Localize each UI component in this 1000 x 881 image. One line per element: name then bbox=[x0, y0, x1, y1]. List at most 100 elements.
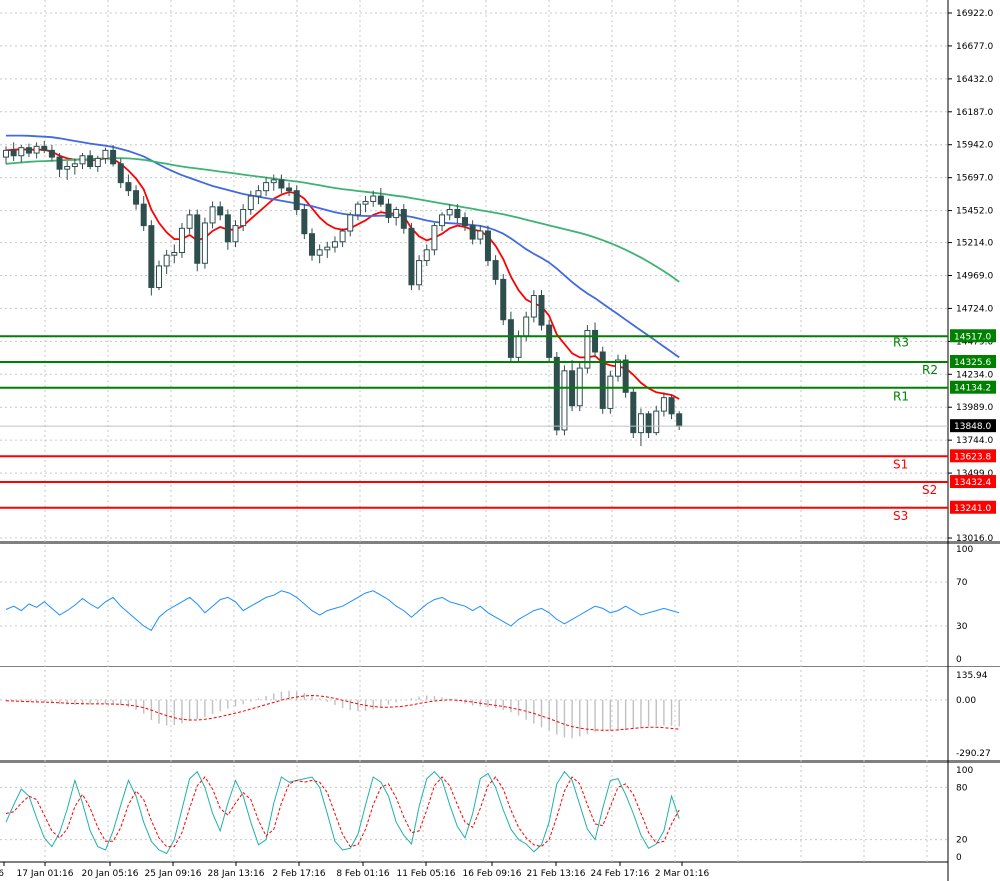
stochastic-tick-label: 100 bbox=[956, 766, 973, 776]
current-price-label: 13848.0 bbox=[954, 422, 991, 432]
candle bbox=[439, 214, 446, 227]
time-tick-label: 17 Jan 01:16 bbox=[17, 869, 74, 879]
price-tick-label: 14969.0 bbox=[956, 272, 993, 282]
candle bbox=[370, 195, 377, 202]
candle bbox=[660, 397, 667, 412]
time-tick-label: 16 bbox=[0, 869, 4, 879]
axis-layer: 16922.0 16677.0 16432.0 16187.0 15942.0 15697… bbox=[0, 9, 996, 879]
time-tick-label: 16 Feb 09:16 bbox=[462, 869, 521, 879]
pivot-level-value: 13432.4 bbox=[954, 478, 991, 488]
candle bbox=[293, 190, 300, 211]
price-tick-label: 15942.0 bbox=[956, 141, 993, 151]
stochastic-panel bbox=[5, 770, 680, 855]
candle bbox=[599, 351, 606, 409]
candle bbox=[653, 410, 660, 434]
candle bbox=[18, 147, 25, 157]
candle bbox=[546, 324, 553, 358]
panel-separator bbox=[0, 541, 1000, 544]
candle bbox=[592, 329, 599, 353]
candle bbox=[148, 225, 155, 288]
candle bbox=[477, 230, 484, 240]
stochastic-tick-label: 20 bbox=[956, 836, 968, 846]
price-tick-label: 16677.0 bbox=[956, 42, 993, 52]
pivot-level-tag bbox=[950, 354, 996, 368]
candle bbox=[178, 227, 185, 254]
rsi-tick-label: 0 bbox=[956, 655, 962, 665]
candle bbox=[630, 391, 637, 434]
candle bbox=[347, 214, 354, 232]
pivot-level-value: 13241.0 bbox=[954, 504, 991, 514]
time-tick-label: 20 Jan 05:16 bbox=[82, 869, 139, 879]
moving-average-line bbox=[6, 134, 680, 359]
candle bbox=[469, 225, 476, 240]
time-tick-label: 28 Jan 13:16 bbox=[208, 869, 265, 879]
pivot-level-name: R3 bbox=[893, 335, 909, 349]
moving-average-line bbox=[5, 157, 680, 283]
price-panel: R3 R2 R1 S1 S2 S3 bbox=[0, 134, 948, 523]
price-tick-label: 14234.0 bbox=[956, 370, 993, 380]
candle bbox=[71, 163, 78, 167]
candle bbox=[584, 329, 591, 369]
current-price-tag bbox=[950, 419, 996, 433]
candle bbox=[561, 370, 568, 431]
candle bbox=[133, 190, 140, 205]
candle bbox=[416, 260, 423, 286]
candle bbox=[201, 222, 208, 264]
price-tick-label: 16432.0 bbox=[956, 75, 993, 85]
price-tick-label: 16922.0 bbox=[956, 9, 993, 19]
candle bbox=[301, 209, 308, 235]
candle bbox=[446, 209, 453, 216]
time-tick-label: 2 Feb 17:16 bbox=[272, 869, 326, 879]
candle bbox=[377, 195, 384, 205]
stochastic-tick-label: 0 bbox=[956, 853, 962, 863]
price-tick-label: 13989.0 bbox=[956, 403, 993, 413]
candle bbox=[240, 209, 247, 227]
candle bbox=[339, 230, 346, 243]
candle bbox=[94, 157, 101, 167]
price-tick-label: 14724.0 bbox=[956, 304, 993, 314]
pivot-level-name: R1 bbox=[893, 390, 909, 404]
price-tick-label: 13744.0 bbox=[956, 436, 993, 446]
candle bbox=[362, 200, 369, 205]
candle bbox=[140, 203, 147, 227]
candle bbox=[622, 359, 629, 393]
pivot-level-tag bbox=[950, 380, 996, 394]
candle bbox=[645, 413, 652, 434]
pivot-level-tag bbox=[950, 500, 996, 514]
candle bbox=[102, 149, 109, 159]
candle bbox=[431, 225, 438, 251]
candle bbox=[186, 214, 193, 229]
macd-tick-label: 135.94 bbox=[956, 671, 988, 681]
candle bbox=[462, 217, 468, 227]
time-tick-label: 24 Feb 17:16 bbox=[590, 869, 649, 879]
candle bbox=[676, 413, 683, 427]
pivot-level-tag bbox=[950, 449, 996, 463]
pivot-level-value: 14517.0 bbox=[954, 332, 991, 342]
panel-separator bbox=[0, 666, 1000, 667]
candle bbox=[331, 241, 338, 248]
rsi-panel bbox=[5, 590, 680, 632]
candle bbox=[87, 155, 94, 167]
rsi-tick-label: 100 bbox=[956, 545, 973, 555]
candle bbox=[209, 206, 216, 224]
candle bbox=[64, 165, 71, 170]
pivot-level-name: S1 bbox=[893, 457, 908, 471]
stochastic-main-line bbox=[5, 770, 680, 855]
price-tick-label: 15214.0 bbox=[956, 239, 993, 249]
candle bbox=[232, 225, 239, 243]
time-tick-label: 21 Feb 13:16 bbox=[526, 869, 585, 879]
candle bbox=[41, 145, 48, 151]
pivot-level-name: S3 bbox=[893, 509, 908, 523]
macd-panel bbox=[5, 690, 680, 739]
candle bbox=[607, 375, 614, 409]
price-tick-label: 13499.0 bbox=[956, 469, 993, 479]
candle bbox=[538, 295, 545, 326]
candle bbox=[637, 413, 644, 434]
candle bbox=[79, 155, 86, 165]
candle bbox=[668, 397, 675, 415]
time-tick-label: 25 Jan 09:16 bbox=[145, 869, 202, 879]
price-tick-label: 15697.0 bbox=[956, 174, 993, 184]
candle bbox=[515, 335, 522, 358]
